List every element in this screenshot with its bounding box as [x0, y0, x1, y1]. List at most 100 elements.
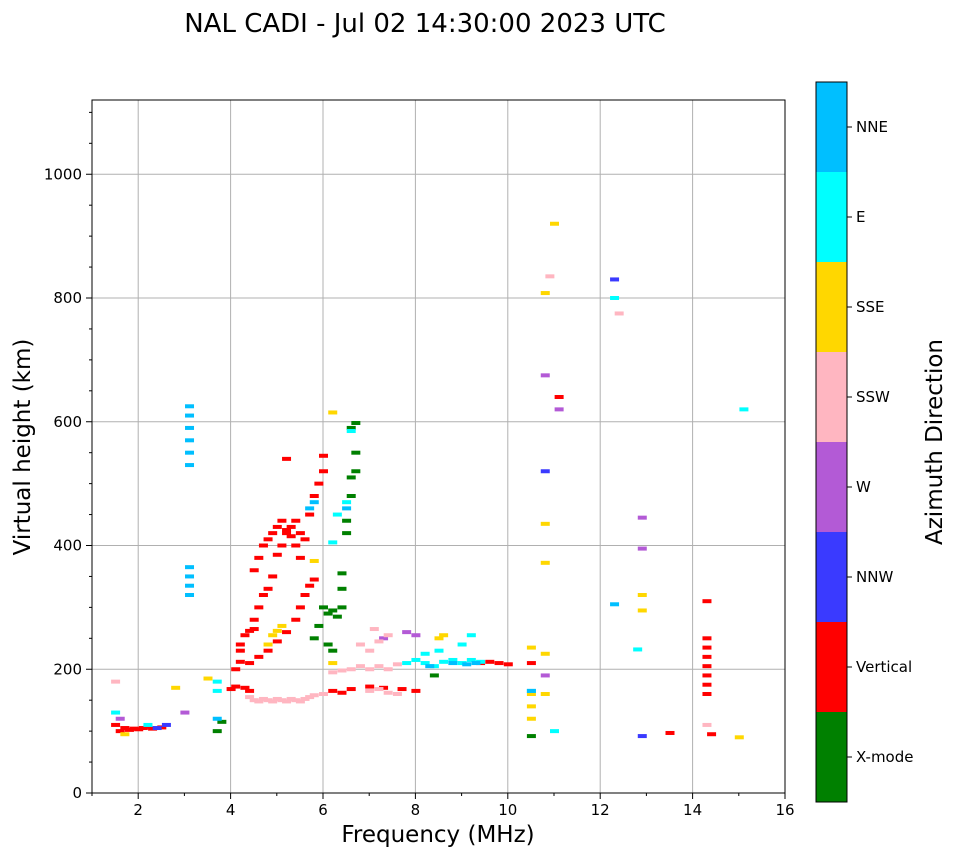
echo-point-x-mode: [337, 571, 347, 576]
colorbar-tick-label: NNW: [856, 568, 893, 586]
echo-point-sse: [526, 704, 536, 709]
echo-point-sse: [268, 633, 278, 638]
echo-point-nne: [185, 463, 195, 468]
azimuth-colorbar: X-mode Vertical NNW W SSW SSE E NNE: [815, 81, 913, 803]
echo-point-vertical: [309, 494, 319, 498]
echo-point-e: [457, 642, 467, 647]
echo-point-vertical: [665, 730, 675, 735]
echo-point-x-mode: [346, 475, 356, 480]
colorbar-label: Azimuth Direction: [922, 339, 948, 545]
echo-point-ssw: [365, 688, 375, 693]
x-tick-label: 2: [133, 801, 143, 819]
echo-point-x-mode: [351, 469, 361, 474]
echo-point-vertical: [485, 659, 495, 664]
colorbar-tick-label: NNE: [856, 118, 888, 136]
echo-point-vertical: [124, 727, 134, 732]
echo-point-nne: [185, 565, 195, 570]
y-axis-label: Virtual height (km): [10, 339, 36, 556]
colorbar-tick-label: W: [856, 478, 871, 496]
echo-point-nne: [305, 506, 315, 511]
y-tick-label: 400: [53, 537, 82, 555]
echo-point-vertical: [235, 659, 245, 664]
echo-point-e: [448, 657, 458, 662]
echo-point-nne: [610, 602, 620, 607]
echo-point-vertical: [120, 726, 130, 731]
echo-point-vertical: [226, 687, 236, 692]
echo-point-sse: [439, 633, 449, 638]
echo-point-vertical: [319, 469, 328, 474]
echo-point-nne: [526, 688, 536, 693]
echo-point-vertical: [309, 577, 319, 582]
echo-point-e: [111, 710, 121, 715]
echo-point-ssw: [272, 696, 282, 701]
echo-point-sse: [272, 628, 282, 633]
echo-point-nnw: [152, 726, 162, 731]
echo-point-sse: [120, 732, 130, 737]
echo-point-vertical: [254, 605, 264, 610]
echo-point-ssw: [346, 667, 356, 672]
echo-point-vertical: [231, 667, 241, 672]
echo-point-ssw: [111, 679, 121, 684]
echo-point-e: [466, 633, 476, 638]
echo-point-nnw: [540, 469, 550, 474]
echo-point-vertical: [245, 688, 255, 693]
echo-point-w: [540, 373, 550, 378]
echo-point-vertical: [282, 528, 292, 533]
colorbar-segment-vertical: [816, 622, 847, 712]
echo-point-vertical: [111, 722, 121, 727]
echo-point-x-mode: [323, 642, 333, 647]
echo-point-x-mode: [328, 648, 338, 653]
echo-point-nne: [448, 661, 458, 666]
echo-point-ssw: [374, 687, 384, 692]
echo-point-vertical: [115, 729, 125, 734]
echo-point-vertical: [148, 726, 158, 731]
echo-point-vertical: [235, 648, 245, 653]
echo-point-e: [212, 679, 222, 684]
echo-point-sse: [203, 676, 213, 681]
echo-point-x-mode: [319, 605, 328, 610]
echo-point-w: [379, 636, 389, 641]
colorbar-tick-label: SSE: [856, 298, 885, 316]
x-axis-ticks: 2 4 6 8 10 12 14 16: [91, 793, 795, 819]
y-tick-label: 200: [53, 660, 82, 678]
echo-point-w: [637, 546, 647, 551]
echo-point-x-mode: [526, 734, 536, 739]
echo-point-ssw: [392, 692, 402, 696]
echo-point-vertical: [138, 726, 148, 731]
echo-point-vertical: [707, 732, 717, 737]
echo-point-vertical: [291, 518, 301, 523]
echo-point-ssw: [365, 648, 375, 653]
echo-point-vertical: [263, 537, 273, 542]
echo-point-vertical: [702, 636, 712, 641]
echo-point-nne: [342, 506, 352, 511]
colorbar-tick-label: E: [856, 208, 865, 226]
echo-point-vertical: [249, 627, 259, 632]
echo-point-vertical: [702, 645, 712, 650]
echo-point-vertical: [286, 524, 296, 529]
echo-point-x-mode: [351, 420, 361, 425]
echo-point-vertical: [503, 662, 513, 667]
echo-point-nnw: [637, 734, 647, 739]
echo-point-ssw: [374, 664, 384, 669]
colorbar-tick-label: SSW: [856, 388, 890, 406]
echo-point-nne: [212, 716, 222, 721]
echo-point-x-mode: [429, 673, 439, 678]
echo-point-ssw: [383, 667, 393, 672]
echo-point-vertical: [282, 630, 292, 635]
echo-point-vertical: [411, 688, 421, 693]
echo-point-vertical: [365, 684, 375, 689]
echo-point-e: [550, 729, 559, 734]
echo-point-vertical: [263, 648, 273, 653]
echo-point-e: [420, 661, 430, 666]
echo-point-vertical: [291, 543, 301, 548]
echo-point-sse: [309, 558, 319, 563]
echo-point-vertical: [277, 543, 287, 548]
colorbar-segment-sse: [816, 262, 847, 352]
colorbar-segment-nne: [816, 82, 847, 172]
x-tick-label: 14: [683, 801, 702, 819]
echo-point-w: [637, 515, 647, 520]
echo-point-e: [346, 429, 356, 434]
echo-point-nne: [309, 500, 319, 505]
echo-point-vertical: [305, 512, 315, 517]
echo-point-ssw: [337, 668, 347, 673]
